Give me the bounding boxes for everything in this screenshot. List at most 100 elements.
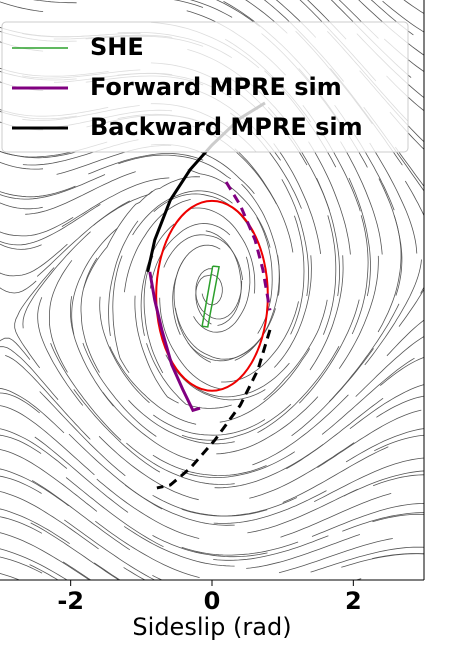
- streamline: [187, 308, 276, 362]
- streamline: [345, 428, 424, 463]
- streamline: [185, 362, 290, 398]
- streamline: [252, 394, 349, 466]
- streamline: [249, 442, 355, 499]
- streamline: [124, 199, 191, 293]
- streamline: [29, 564, 59, 580]
- streamline: [386, 319, 424, 357]
- streamline: [398, 288, 424, 327]
- streamline: [0, 516, 43, 534]
- x-axis-label: Sideslip (rad): [132, 613, 291, 641]
- streamline: [372, 474, 424, 487]
- streamline: [274, 255, 312, 368]
- streamline: [0, 243, 68, 277]
- streamline: [0, 243, 42, 250]
- streamline: [0, 392, 40, 414]
- streamline: [65, 477, 164, 548]
- streamline: [369, 142, 418, 254]
- streamline: [149, 223, 231, 289]
- streamline: [309, 255, 344, 371]
- streamline: [219, 348, 311, 423]
- streamline: [82, 342, 157, 437]
- streamline: [378, 178, 403, 296]
- streamline: [234, 255, 280, 361]
- streamline: [128, 399, 235, 445]
- streamline: [372, 513, 424, 523]
- streamline: [205, 230, 242, 326]
- streamline: [354, 578, 362, 580]
- streamline: [93, 176, 201, 226]
- streamline: [241, 183, 281, 296]
- streamline: [0, 468, 69, 507]
- streamline: [0, 428, 68, 469]
- streamline: [321, 357, 415, 435]
- streamline: [348, 177, 371, 297]
- streamline: [308, 141, 351, 255]
- streamline: [175, 307, 262, 360]
- streamline: [159, 297, 224, 390]
- streamline: [118, 154, 232, 180]
- streamline: [221, 301, 299, 383]
- streamline: [215, 0, 261, 27]
- streamline: [278, 582, 394, 608]
- streamline: [379, 357, 424, 386]
- streamline: [0, 532, 91, 580]
- streamline: [0, 1, 44, 12]
- streamline: [290, 215, 305, 335]
- streamline: [30, 522, 120, 580]
- streamline: [108, 220, 139, 336]
- streamline: [213, 490, 327, 524]
- streamline: [0, 337, 31, 360]
- streamline: [364, 259, 422, 366]
- streamline: [245, 0, 288, 34]
- streamline: [310, 590, 427, 609]
- streamline: [153, 414, 266, 436]
- streamline: [61, 177, 170, 227]
- streamline: [181, 451, 296, 479]
- streamline: [291, 348, 374, 437]
- streamline: [50, 343, 122, 441]
- streamline: [257, 346, 340, 434]
- streamline: [70, 296, 114, 407]
- streamline: [68, 433, 163, 510]
- streamline: [25, 171, 136, 215]
- streamline: [0, 161, 44, 170]
- streamline: [126, 442, 235, 485]
- plot-area: [146, 101, 272, 490]
- streamline: [234, 148, 294, 253]
- streamline: [123, 567, 146, 580]
- streamline: [263, 299, 328, 401]
- streamline: [338, 255, 379, 369]
- legend: SHE Forward MPRE sim Backward MPRE sim: [1, 21, 409, 153]
- streamline: [102, 392, 198, 462]
- streamline: [299, 299, 360, 404]
- streamline: [181, 497, 298, 517]
- series-line: [156, 329, 272, 490]
- streamline: [80, 257, 100, 373]
- streamline: [281, 179, 309, 297]
- streamline: [0, 449, 98, 512]
- legend-box: [1, 21, 409, 153]
- streamline: [340, 141, 383, 255]
- streamline: [182, 586, 299, 595]
- streamline: [0, 185, 76, 198]
- streamline: [165, 354, 266, 401]
- streamline: [0, 434, 42, 454]
- series-line: [201, 265, 220, 328]
- streamline: [343, 470, 424, 497]
- streamline: [190, 0, 233, 18]
- streamline: [173, 0, 204, 8]
- streamline: [152, 454, 267, 477]
- streamline: [0, 405, 95, 476]
- streamline: [323, 215, 337, 335]
- streamline: [71, 227, 118, 335]
- streamline: [98, 436, 199, 501]
- streamline: [109, 346, 197, 425]
- streamline: [246, 534, 361, 569]
- streamline: [39, 391, 126, 477]
- streamline: [0, 174, 106, 200]
- streamline: [181, 541, 299, 556]
- streamline: [0, 280, 37, 294]
- streamline: [372, 593, 453, 610]
- streamline: [152, 535, 268, 558]
- streamline: [123, 526, 235, 567]
